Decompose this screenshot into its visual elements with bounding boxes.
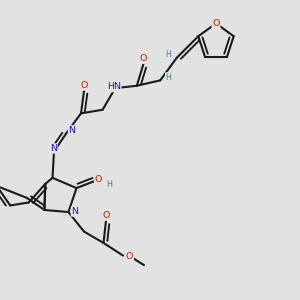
Text: O: O: [140, 54, 147, 63]
Text: N: N: [50, 144, 57, 153]
Text: O: O: [95, 175, 102, 184]
Text: O: O: [126, 252, 133, 261]
Text: N: N: [68, 126, 76, 135]
Text: N: N: [71, 207, 79, 216]
Text: H: H: [106, 180, 112, 189]
Text: HN: HN: [107, 82, 121, 91]
Text: O: O: [102, 211, 110, 220]
Text: H: H: [165, 50, 171, 59]
Text: O: O: [80, 81, 88, 90]
Text: O: O: [212, 19, 220, 28]
Text: H: H: [166, 73, 172, 82]
